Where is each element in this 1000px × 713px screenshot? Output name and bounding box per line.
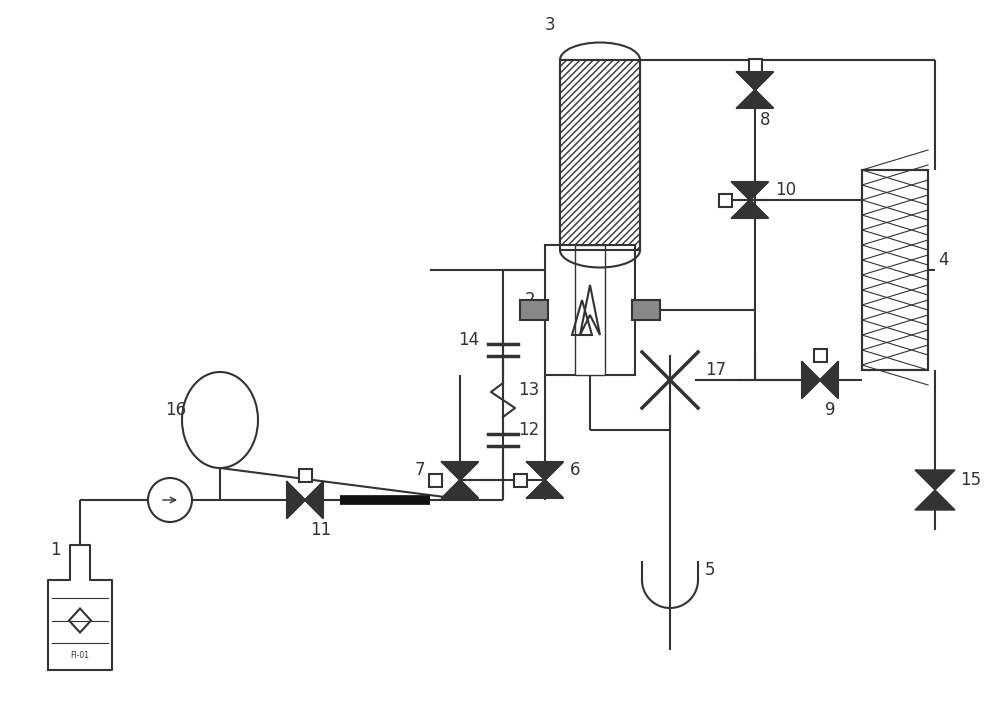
- Polygon shape: [737, 90, 773, 108]
- Text: 6: 6: [570, 461, 580, 479]
- Text: 17: 17: [705, 361, 726, 379]
- Bar: [514, 473, 527, 486]
- Bar: [560, 60, 640, 250]
- Polygon shape: [732, 200, 768, 218]
- Text: 11: 11: [310, 521, 331, 539]
- Bar: [862, 170, 928, 370]
- Bar: [560, 60, 640, 250]
- Text: 15: 15: [960, 471, 981, 489]
- Polygon shape: [737, 72, 773, 90]
- Polygon shape: [820, 362, 838, 398]
- Bar: [560, 60, 640, 250]
- Polygon shape: [527, 462, 563, 480]
- Bar: [575, 245, 605, 375]
- Polygon shape: [527, 480, 563, 498]
- Text: 16: 16: [165, 401, 186, 419]
- Bar: [862, 170, 928, 370]
- Bar: [429, 473, 442, 486]
- Polygon shape: [442, 462, 478, 480]
- Bar: [298, 469, 312, 482]
- Text: 9: 9: [825, 401, 836, 419]
- Polygon shape: [915, 490, 955, 510]
- Polygon shape: [732, 182, 768, 200]
- Text: 14: 14: [458, 331, 479, 349]
- Text: 10: 10: [775, 181, 796, 199]
- Bar: [545, 245, 635, 375]
- Bar: [719, 193, 732, 207]
- Bar: [520, 300, 548, 320]
- Text: 5: 5: [705, 561, 716, 579]
- Polygon shape: [287, 482, 305, 518]
- Text: 2: 2: [525, 291, 536, 309]
- Text: 7: 7: [415, 461, 426, 479]
- Text: 3: 3: [545, 16, 556, 34]
- Text: 4: 4: [938, 251, 948, 269]
- Text: 13: 13: [518, 381, 539, 399]
- Polygon shape: [802, 362, 820, 398]
- Polygon shape: [305, 482, 323, 518]
- Bar: [632, 300, 660, 320]
- Text: 8: 8: [760, 111, 770, 129]
- Polygon shape: [915, 470, 955, 490]
- Bar: [814, 349, 826, 362]
- Text: 1: 1: [50, 541, 61, 559]
- Text: FI-01: FI-01: [70, 651, 90, 660]
- Text: 12: 12: [518, 421, 539, 439]
- Polygon shape: [442, 480, 478, 498]
- Bar: [748, 59, 762, 72]
